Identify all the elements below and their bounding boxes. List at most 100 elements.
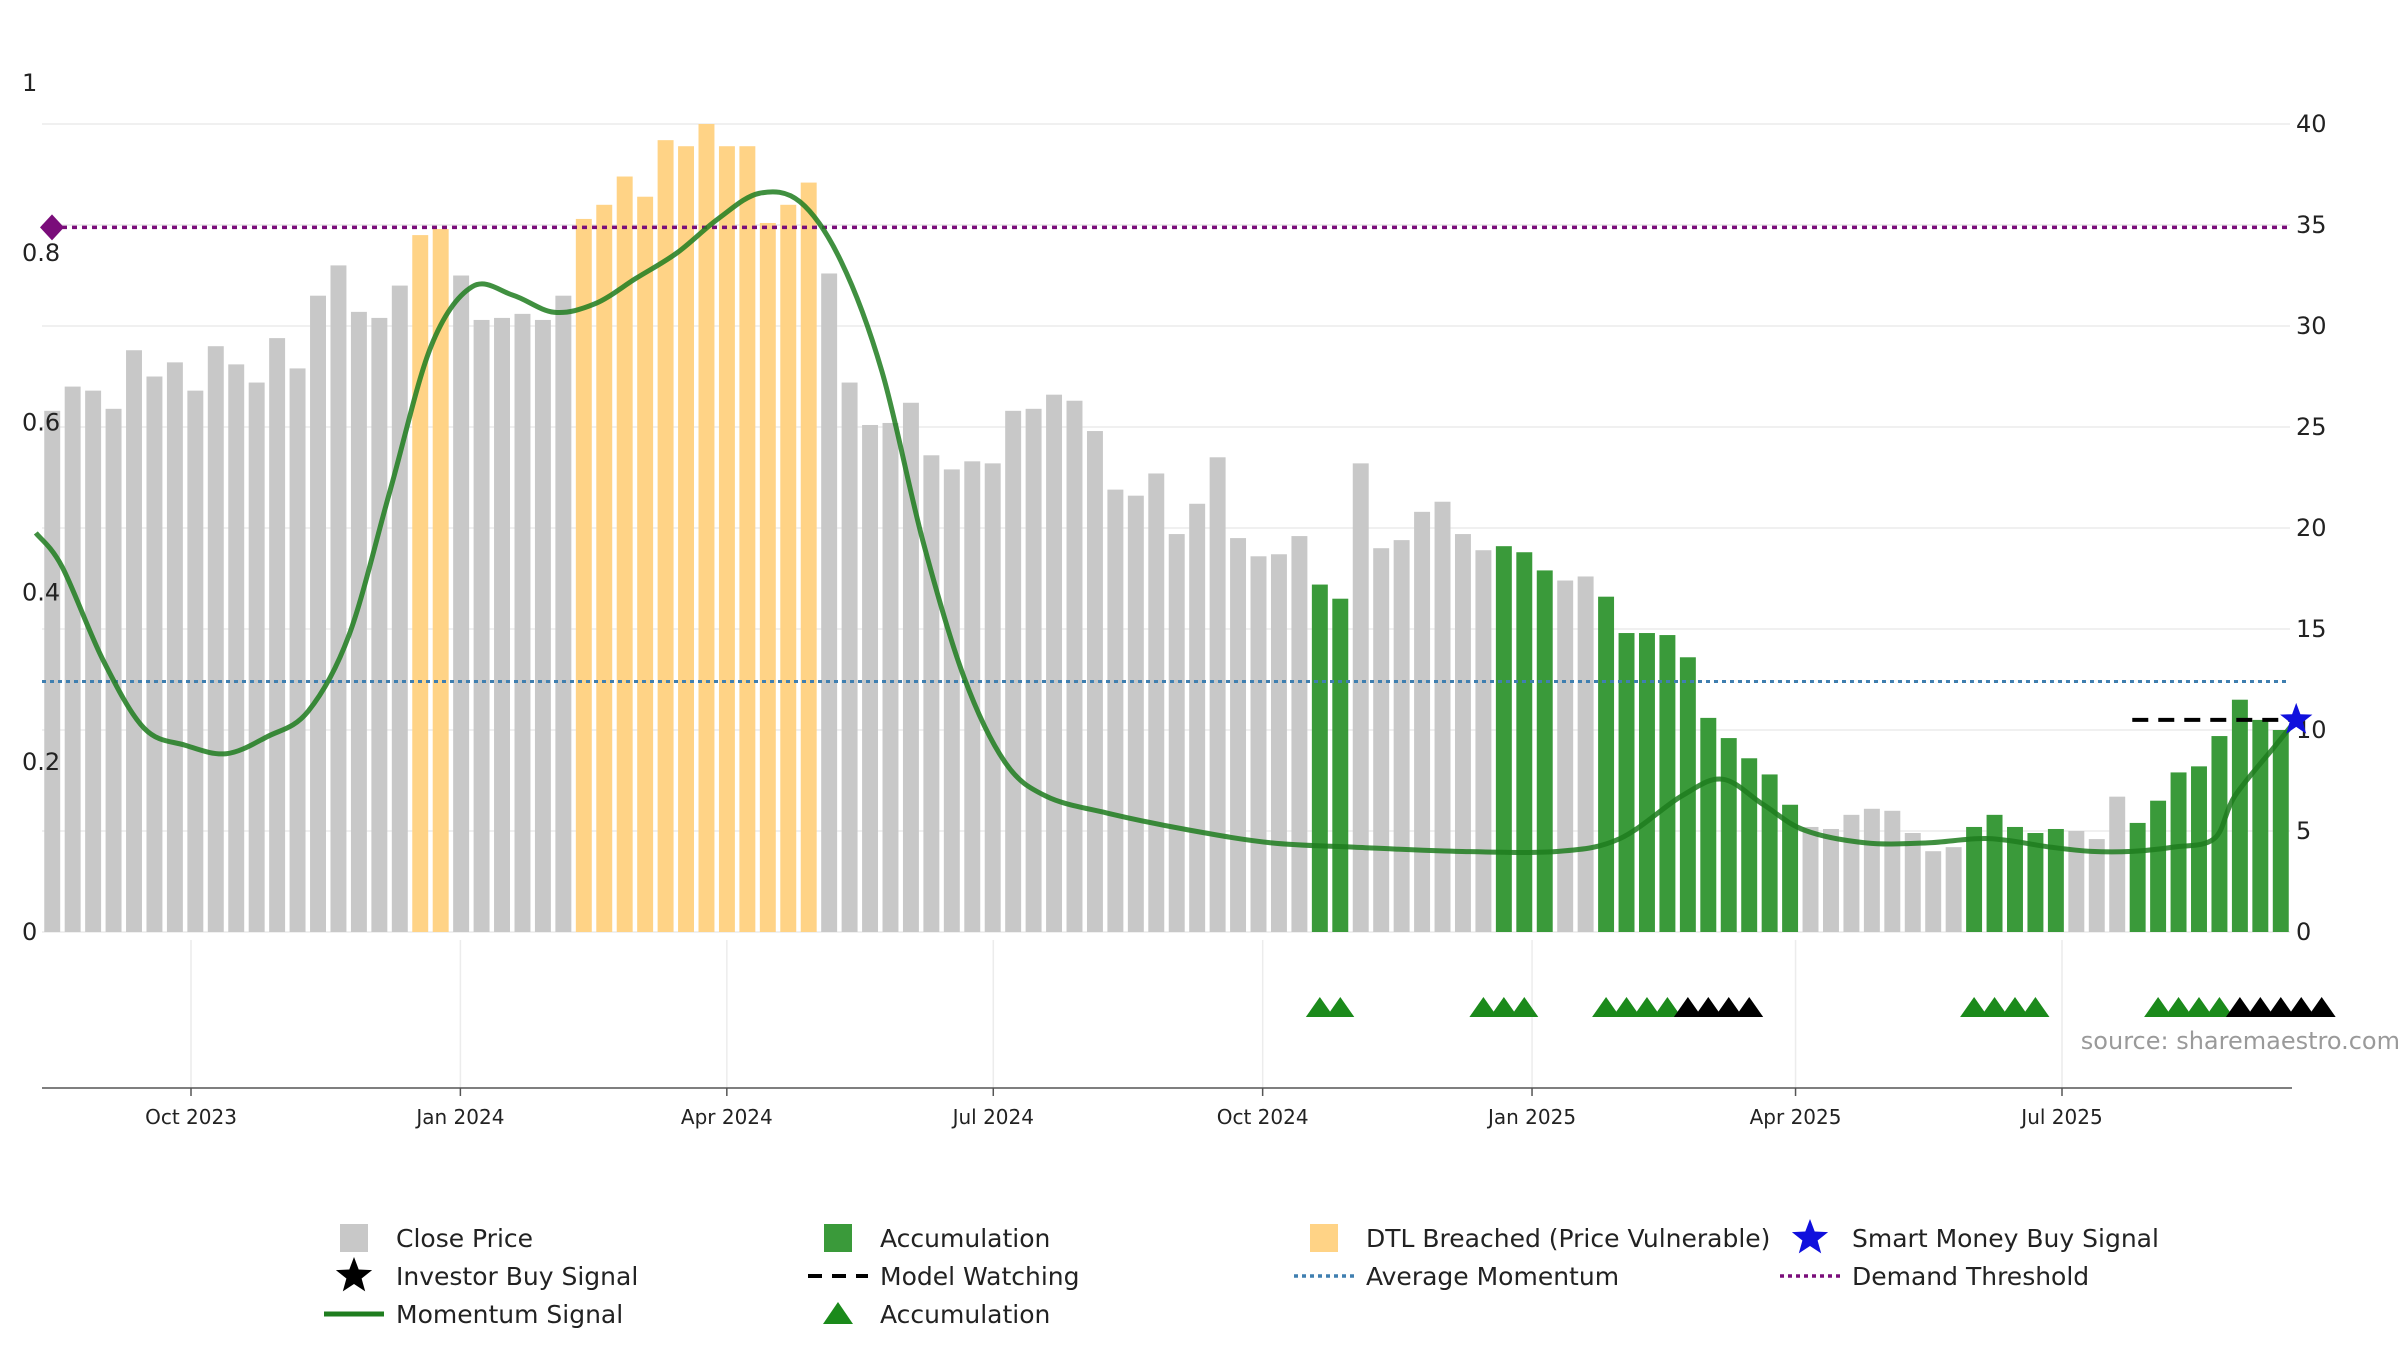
accumulation-triangle	[2021, 997, 2050, 1017]
legend-swatch	[1310, 1224, 1338, 1252]
dtl-breached-bar	[780, 204, 797, 933]
close-price-bar	[64, 386, 81, 933]
accumulation-triangle	[1305, 997, 1334, 1017]
close-price-bar	[310, 295, 326, 932]
accumulation-bar	[1966, 826, 1983, 932]
accumulation-bar	[1495, 546, 1512, 932]
legend-label: Average Momentum	[1366, 1262, 1619, 1291]
accumulation-bar	[1598, 596, 1615, 932]
accumulation-triangle	[1960, 997, 1989, 1017]
close-price-bar	[187, 390, 204, 932]
close-price-bar	[1005, 410, 1022, 933]
close-price-bar	[923, 455, 940, 932]
demand-threshold-marker	[40, 214, 64, 241]
close-price-bar	[289, 368, 306, 932]
investor-buy-triangle	[1735, 997, 1764, 1017]
close-price-bar	[1577, 576, 1594, 932]
close-price-bar	[1863, 808, 1880, 932]
dtl-breached-bar	[412, 235, 429, 933]
close-price-bar	[350, 311, 367, 932]
left-axis-tick-label: 0.8	[22, 239, 60, 267]
legend-item: Model Watching	[808, 1262, 1080, 1291]
accumulation-bar	[1720, 738, 1737, 932]
accumulation-bar	[1332, 598, 1349, 932]
left-axis-tick-label: 0	[22, 918, 37, 946]
close-price-bar	[1352, 463, 1369, 932]
legend-label: Smart Money Buy Signal	[1852, 1224, 2159, 1253]
accumulation-bar	[2231, 699, 2248, 932]
close-price-bar	[248, 382, 265, 932]
close-price-bar	[1250, 556, 1267, 932]
dtl-breached-bar	[657, 140, 674, 932]
legend-swatch	[340, 1224, 368, 1252]
accumulation-bar	[1311, 584, 1328, 932]
close-price-bar	[330, 265, 347, 932]
dtl-breached-bar	[596, 204, 613, 933]
close-price-bar	[1557, 580, 1574, 932]
close-price-bar	[371, 317, 388, 932]
accumulation-bar	[2150, 800, 2167, 932]
close-price-bar	[1373, 548, 1390, 932]
accumulation-triangle	[1592, 997, 1621, 1017]
signal-lines	[33, 189, 2299, 855]
dtl-breached-bar	[575, 218, 592, 932]
right-axis-tick-label: 20	[2296, 514, 2327, 542]
accumulation-bar	[2170, 772, 2187, 932]
smart-money-buy-star	[2280, 702, 2313, 734]
close-price-bar	[1884, 810, 1901, 932]
accumulation-triangle	[2184, 997, 2213, 1017]
accumulation-bar	[2027, 833, 2044, 932]
close-price-bar	[821, 273, 838, 933]
legend-label: Model Watching	[880, 1262, 1080, 1291]
right-axis-tick-label: 25	[2296, 413, 2327, 441]
legend-label: Close Price	[396, 1224, 533, 1253]
close-price-bar	[1025, 408, 1042, 932]
close-price-bar	[1454, 534, 1471, 932]
x-tick-label: Jan 2025	[1486, 1105, 1576, 1129]
legend-label: Investor Buy Signal	[396, 1262, 638, 1291]
right-axis-tick-label: 0	[2296, 918, 2311, 946]
close-price-bar	[207, 346, 224, 932]
accumulation-bar	[1516, 552, 1533, 932]
close-price-bar	[1925, 851, 1942, 932]
close-price-bar	[1066, 400, 1083, 932]
legend-triangle-icon	[823, 1302, 853, 1324]
accumulation-bar	[1700, 717, 1717, 932]
close-price-bar	[534, 319, 551, 932]
close-price-bar	[1168, 534, 1185, 932]
accumulation-bar	[2129, 822, 2146, 932]
left-axis-tick-label: 0.2	[22, 748, 60, 776]
close-price-bar	[1823, 828, 1839, 932]
accumulation-bar	[1986, 814, 2003, 932]
investor-buy-triangle	[2287, 997, 2316, 1017]
left-axis-tick-label: 0.4	[22, 578, 60, 606]
close-price-bar	[2109, 796, 2126, 932]
close-price-bar	[1475, 550, 1492, 932]
close-price-bar	[1107, 489, 1124, 932]
legend-item: Smart Money Buy Signal	[1791, 1219, 2159, 1254]
x-tick-label: Apr 2024	[681, 1105, 773, 1129]
legend-item: Accumulation	[824, 1224, 1050, 1253]
dtl-breached-bar	[616, 176, 633, 932]
x-tick-label: Apr 2025	[1750, 1105, 1842, 1129]
accumulation-triangle	[2164, 997, 2193, 1017]
accumulation-triangle	[1632, 997, 1661, 1017]
accumulation-bar	[1659, 635, 1676, 932]
x-tick-label: Jan 2024	[414, 1105, 504, 1129]
close-price-bar	[514, 313, 531, 932]
investor-buy-triangle	[1694, 997, 1723, 1017]
close-price-bar	[1189, 503, 1206, 932]
legend-label: DTL Breached (Price Vulnerable)	[1366, 1224, 1770, 1253]
investor-buy-triangle	[2307, 997, 2336, 1017]
accumulation-triangle	[1653, 997, 1682, 1017]
legend-item: Close Price	[340, 1224, 533, 1253]
investor-buy-triangle	[1673, 997, 1702, 1017]
close-price-bar	[1904, 833, 1921, 932]
dtl-breached-bar	[718, 146, 735, 933]
right-axis-tick-label: 30	[2296, 312, 2327, 340]
close-price-bar	[2068, 831, 2085, 932]
close-price-bar	[984, 463, 1001, 932]
close-price-bar	[1414, 511, 1431, 932]
accumulation-bar	[1618, 633, 1635, 932]
